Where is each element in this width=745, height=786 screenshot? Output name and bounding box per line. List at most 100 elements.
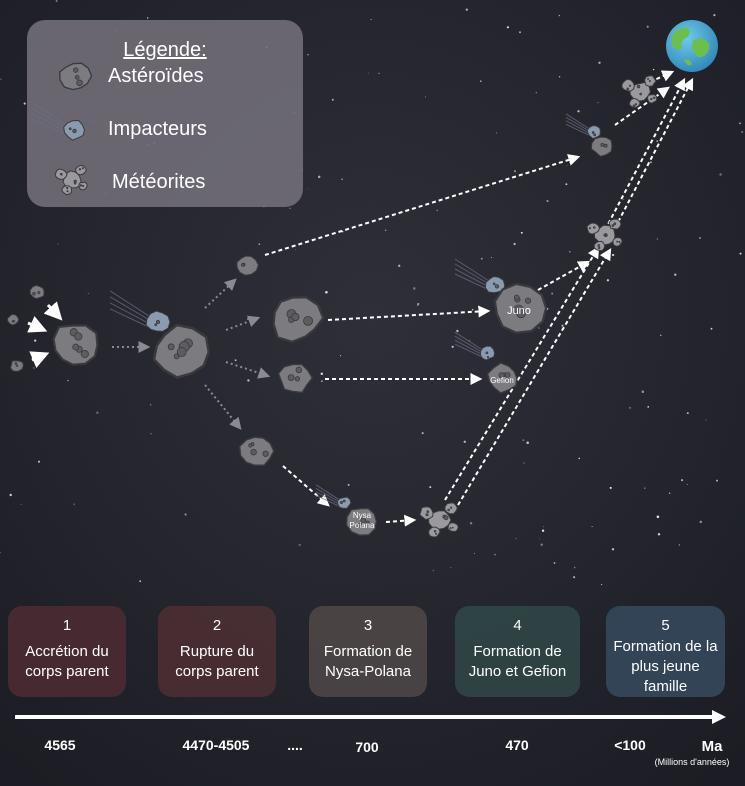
meteorite [61, 185, 73, 196]
star [573, 566, 576, 569]
star [535, 92, 537, 94]
stage-box [606, 606, 725, 697]
star [674, 273, 677, 276]
impactor [586, 124, 601, 140]
star [566, 164, 568, 166]
crater [16, 364, 19, 368]
arrow [457, 247, 612, 506]
rock-body [236, 255, 259, 276]
star [490, 257, 492, 258]
impactor-trail [454, 268, 490, 288]
rock-body [419, 506, 434, 521]
crater [588, 227, 592, 230]
star [469, 522, 473, 525]
crater [287, 374, 295, 381]
arrow [327, 305, 491, 321]
timeline: 4565 4470-4505.... 700 470 <100 [44, 737, 646, 755]
stage-box [158, 606, 276, 697]
meteorite [586, 222, 601, 235]
crater [447, 508, 450, 512]
star [523, 462, 525, 464]
star [573, 576, 576, 579]
impactor-trail [109, 308, 152, 329]
star [526, 441, 529, 445]
meteorite [593, 240, 606, 252]
crater [613, 222, 617, 226]
star [413, 287, 416, 290]
star [494, 553, 496, 556]
stage-box [8, 606, 126, 697]
star [681, 479, 684, 482]
crater [449, 527, 452, 530]
star [417, 302, 420, 306]
asteroid [9, 360, 24, 373]
star [646, 25, 649, 28]
star [23, 102, 26, 105]
star [67, 379, 69, 382]
star [513, 170, 517, 173]
star [317, 175, 321, 179]
crater [73, 182, 77, 185]
arrow [29, 351, 50, 368]
crater [632, 104, 636, 108]
star [739, 122, 741, 125]
crater [450, 506, 453, 509]
impactor [479, 345, 496, 361]
crater [248, 443, 253, 448]
impactor [484, 275, 506, 294]
crater [81, 167, 84, 170]
timeline-unit: Ma [702, 738, 723, 755]
meteorite [628, 97, 641, 109]
star [456, 329, 459, 333]
asteroid-label: Juno [507, 305, 531, 317]
stage-text: Juno et Gefion [469, 663, 567, 680]
asteroid [29, 284, 45, 300]
meteorite [427, 510, 452, 530]
crater [82, 184, 85, 188]
crater [636, 84, 641, 89]
crater [156, 320, 160, 324]
star [258, 243, 261, 246]
legend-asteroid [59, 62, 93, 91]
asteroid [486, 362, 518, 394]
star [421, 432, 424, 435]
stage-text: famille [644, 678, 687, 695]
star [609, 486, 612, 489]
crater [524, 297, 532, 304]
arrow [604, 77, 686, 231]
star [0, 78, 2, 80]
rock-body [29, 284, 45, 300]
star [295, 249, 297, 251]
crater [32, 292, 36, 296]
crater [78, 168, 82, 171]
earth [666, 20, 718, 72]
impactor-trail [565, 123, 591, 136]
crater [66, 186, 69, 190]
legend-item: Astéroïdes [108, 65, 204, 87]
impactor-trail [454, 263, 490, 285]
impactor-trail [29, 111, 68, 133]
star [598, 61, 601, 65]
star [652, 68, 655, 71]
crater [357, 522, 363, 528]
star [325, 290, 328, 294]
star [641, 390, 645, 393]
crater [303, 315, 313, 326]
crater [240, 263, 245, 267]
star [668, 492, 671, 494]
impactor-trail [454, 343, 483, 358]
star [591, 526, 593, 527]
star [656, 140, 658, 142]
crater [591, 131, 595, 134]
crater [618, 240, 621, 243]
crater [650, 97, 653, 101]
star [578, 457, 580, 460]
star [307, 188, 309, 190]
star [546, 199, 549, 203]
star [33, 367, 35, 369]
crater [597, 244, 601, 247]
crater [516, 308, 527, 319]
meteorite [593, 224, 616, 246]
star [522, 439, 525, 442]
crater [76, 79, 83, 87]
